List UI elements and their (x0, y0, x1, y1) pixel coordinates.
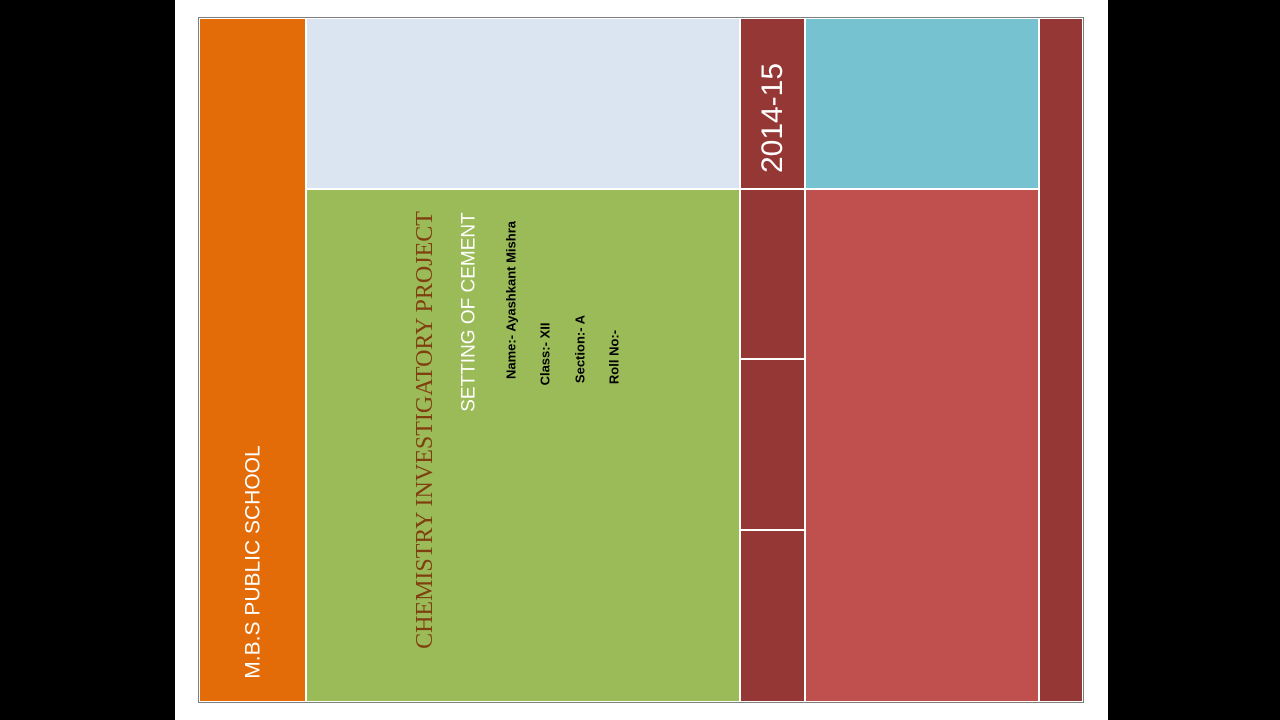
project-subtitle: SETTING OF CEMENT (458, 212, 480, 412)
project-title: CHEMISTRY INVESTIGATORY PROJECT (412, 211, 438, 649)
year-panel (741, 19, 804, 188)
right-edge-band (1040, 19, 1082, 701)
header-panel (307, 19, 739, 188)
side-block-3 (741, 531, 804, 701)
lower-accent-panel (806, 190, 1038, 701)
student-class: Class:- XII (537, 322, 553, 386)
side-block-1 (741, 190, 804, 358)
student-name: Name:- Ayashkant Mishra (503, 221, 519, 379)
student-roll-number: Roll No:- (606, 329, 622, 385)
session-year: 2014-15 (756, 62, 789, 174)
accent-panel (806, 19, 1038, 188)
main-panel (307, 190, 739, 701)
side-block-2 (741, 360, 804, 529)
student-section: Section:- A (572, 314, 588, 384)
school-band (200, 19, 305, 701)
school-name: M.B.S PUBLIC SCHOOL (241, 445, 265, 679)
